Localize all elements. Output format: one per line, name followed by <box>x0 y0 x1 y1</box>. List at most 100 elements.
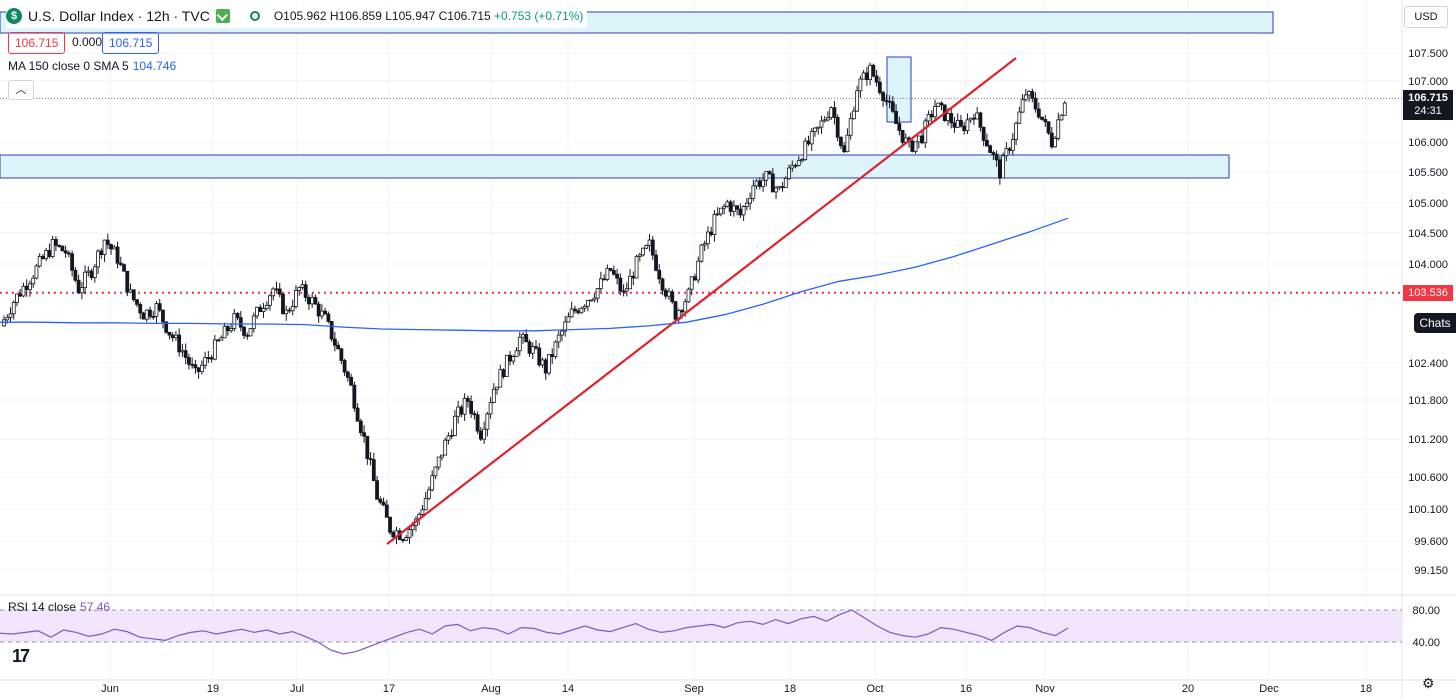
candle <box>1010 139 1015 151</box>
candle <box>800 159 804 162</box>
chats-button[interactable]: Chats <box>1414 313 1456 333</box>
candle <box>63 250 68 254</box>
candle <box>151 316 156 318</box>
candle <box>783 177 788 189</box>
candle <box>277 288 282 295</box>
candle <box>362 432 366 437</box>
candle <box>482 428 486 440</box>
price-tick-label: 106.000 <box>1408 137 1448 149</box>
candle <box>916 135 921 143</box>
candle <box>926 114 931 122</box>
candle <box>316 303 321 317</box>
candle <box>693 276 697 281</box>
candle <box>203 357 208 366</box>
candle <box>229 328 233 332</box>
candle <box>715 213 720 216</box>
candle <box>485 413 490 430</box>
candle <box>728 201 733 212</box>
candle <box>174 334 178 339</box>
bid-price-button[interactable]: 106.715 <box>8 32 66 54</box>
candle <box>573 308 577 312</box>
candle <box>1036 108 1041 118</box>
candle <box>816 126 821 129</box>
candle <box>24 285 29 290</box>
candle <box>60 245 65 252</box>
candle <box>923 120 928 144</box>
ask-price-button[interactable]: 106.715 <box>102 32 160 54</box>
candle <box>342 360 347 373</box>
candle <box>83 271 87 289</box>
candle <box>696 260 701 281</box>
rsi-legend[interactable]: RSI 14 close 57.46 <box>8 600 110 614</box>
candle <box>368 458 373 461</box>
candle <box>407 529 412 538</box>
candle <box>680 310 684 313</box>
candle <box>18 293 23 297</box>
candle <box>44 250 49 260</box>
time-tick-label: 18 <box>784 683 796 695</box>
ma-legend[interactable]: MA 150 close 0 SMA 5 104.746 <box>8 59 176 73</box>
candle <box>939 102 944 106</box>
candle <box>722 205 727 209</box>
candle <box>822 119 827 122</box>
candle <box>569 308 574 318</box>
candle <box>887 100 892 103</box>
candle <box>1053 138 1057 148</box>
candle <box>767 171 772 175</box>
candle <box>929 114 934 118</box>
candle <box>686 288 691 303</box>
candle <box>852 110 856 120</box>
candle <box>991 152 996 155</box>
candle <box>975 112 980 120</box>
currency-button[interactable]: USD <box>1404 6 1448 28</box>
symbol-title[interactable]: U.S. Dollar Index · 12h · TVC <box>28 8 210 24</box>
candle <box>988 145 993 153</box>
candle <box>540 359 545 366</box>
price-tick-label: 102.400 <box>1408 358 1448 370</box>
candle <box>1014 122 1018 140</box>
supply-demand-zone <box>0 154 1230 179</box>
candle <box>598 278 603 289</box>
candle <box>440 454 444 458</box>
candle <box>193 364 198 369</box>
candle <box>167 331 172 336</box>
candle <box>952 122 957 128</box>
last-price-value: 106.715 <box>1408 92 1448 104</box>
candle <box>303 284 308 298</box>
candle <box>530 346 535 354</box>
time-tick-label: Jun <box>101 683 119 695</box>
candle <box>112 246 117 250</box>
candle <box>563 321 568 332</box>
candle <box>1007 148 1012 151</box>
candle <box>92 266 97 278</box>
candle <box>388 516 392 533</box>
collapse-legend-button[interactable]: ︿ <box>8 80 34 100</box>
candle <box>884 100 889 102</box>
candle <box>537 347 542 366</box>
candle <box>521 333 525 338</box>
rsi-line <box>0 609 1069 655</box>
candle <box>725 201 730 207</box>
candle <box>842 145 847 153</box>
tradingview-logo[interactable]: 17 <box>12 646 30 666</box>
candle <box>835 116 840 138</box>
time-tick-label: Dec <box>1259 683 1279 695</box>
candle <box>534 346 538 349</box>
candle <box>754 180 759 187</box>
candle <box>190 363 195 366</box>
candle <box>232 312 237 329</box>
candle <box>936 102 941 107</box>
candle <box>349 376 353 386</box>
candle <box>673 301 678 320</box>
candle <box>310 296 315 305</box>
candle <box>738 208 743 216</box>
candle <box>787 167 791 179</box>
trend-line <box>386 57 1017 545</box>
gear-icon[interactable]: ⚙ <box>1422 675 1435 691</box>
candle <box>683 301 688 313</box>
chevron-up-icon: ︿ <box>15 84 27 96</box>
candle <box>894 110 898 124</box>
time-tick-label: Aug <box>481 683 501 695</box>
candle <box>949 113 954 124</box>
